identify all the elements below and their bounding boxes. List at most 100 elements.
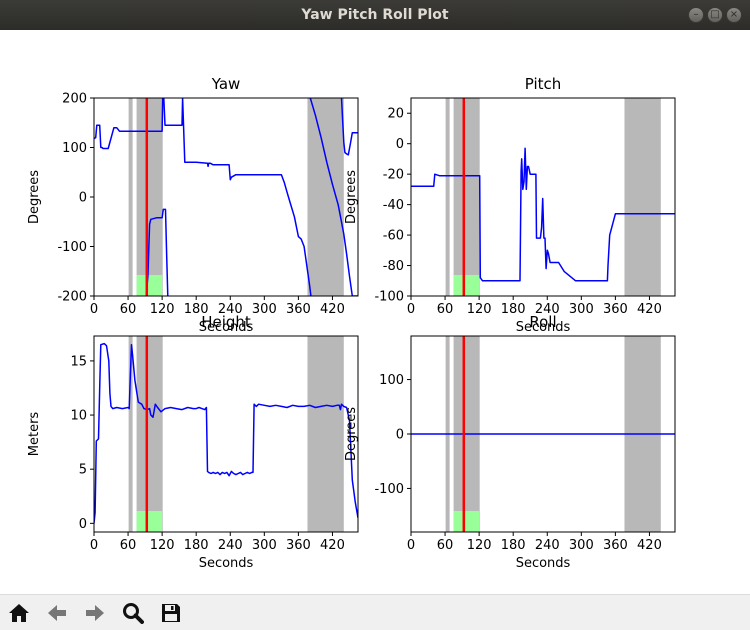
forward-button[interactable] <box>81 599 109 627</box>
roll-ytick-label: 0 <box>396 428 404 443</box>
pitch-xtick-label: 60 <box>437 302 454 317</box>
roll-xtick-label: 240 <box>535 538 560 553</box>
yaw-shaded-span-2 <box>307 98 344 296</box>
yaw-ytick-label: -200 <box>57 290 87 305</box>
yaw-ytick-label: -100 <box>57 240 87 255</box>
yaw-shaded-span-0 <box>128 98 133 296</box>
navigation-toolbar <box>0 594 750 630</box>
yaw-ytick-label: 100 <box>62 141 87 156</box>
height-series-line-0 <box>94 342 358 524</box>
pitch-ylabel: Degrees <box>344 170 359 224</box>
roll-xtick-label: 120 <box>467 538 492 553</box>
roll-ytick-label: 100 <box>379 373 404 388</box>
yaw-series-line-1 <box>145 208 169 296</box>
roll-plot-area <box>411 336 675 532</box>
save-button[interactable] <box>157 599 185 627</box>
yaw-shaded-span-1 <box>136 98 163 296</box>
back-arrow-icon <box>48 605 66 621</box>
home-icon <box>9 604 29 622</box>
pitch-ytick-label: 20 <box>387 107 404 122</box>
pitch-plot-area <box>411 98 675 296</box>
forward-arrow-icon <box>86 605 104 621</box>
yaw-xtick-label: 300 <box>252 302 277 317</box>
maximize-icon: □ <box>710 9 720 20</box>
pitch-axes-frame <box>410 97 676 297</box>
roll-xtick-label: 420 <box>637 538 662 553</box>
yaw-xtick-label: 360 <box>286 302 311 317</box>
height-xtick-label: 420 <box>320 538 345 553</box>
window-title: Yaw Pitch Roll Plot <box>301 7 449 23</box>
close-button[interactable]: × <box>726 7 742 23</box>
roll-xtick-label: 300 <box>569 538 594 553</box>
height-xtick-label: 60 <box>120 538 137 553</box>
yaw-xtick-label: 240 <box>218 302 243 317</box>
zoom-button[interactable] <box>119 599 147 627</box>
height-ytick-label: 5 <box>79 463 87 478</box>
pitch-shaded-span-0 <box>445 98 450 296</box>
minimize-icon: – <box>693 9 699 20</box>
yaw-plot-area <box>94 98 358 296</box>
yaw-ytick-label: 0 <box>79 191 87 206</box>
height-ytick-label: 15 <box>70 354 87 369</box>
pitch-xtick-label: 420 <box>637 302 662 317</box>
yaw-xtick-label: 60 <box>120 302 137 317</box>
height-ytick-label: 10 <box>70 409 87 424</box>
close-icon: × <box>729 9 739 20</box>
pitch-xtick-label: 0 <box>407 302 415 317</box>
yaw-highlight-span <box>136 275 163 296</box>
home-button[interactable] <box>5 599 33 627</box>
figure-canvas[interactable]: 0 60 120 180 240 300 360 420-200-1000100200YawS… <box>0 30 750 594</box>
yaw-ylabel: Degrees <box>27 170 42 224</box>
yaw-axes: 0 60 120 180 240 300 360 420 -200 -100 0 100 200 Yaw S… <box>27 75 359 335</box>
pitch-xtick-label: 180 <box>501 302 526 317</box>
roll-axes: 0 60 120 180 240 300 360 420-1000100RollSeconds… <box>344 313 676 571</box>
pitch-ytick-label: -80 <box>383 259 404 274</box>
height-title: Height <box>201 313 251 331</box>
minimize-button[interactable]: – <box>688 7 704 23</box>
height-axes: 0 60 120 180 240 300 360 420051015HeightSeconds… <box>27 313 359 571</box>
height-shaded-span-2 <box>307 336 344 532</box>
maximize-button[interactable]: □ <box>707 7 723 23</box>
roll-xtick-label: 0 <box>407 538 415 553</box>
window-titlebar[interactable]: – □ × Yaw Pitch Roll Plot <box>0 0 750 30</box>
roll-xtick-label: 180 <box>501 538 526 553</box>
roll-title: Roll <box>529 313 556 331</box>
yaw-series-line-2 <box>309 98 358 296</box>
roll-highlight-span <box>453 511 480 532</box>
height-xtick-label: 180 <box>184 538 209 553</box>
yaw-xtick-label: 120 <box>150 302 175 317</box>
back-button[interactable] <box>43 599 71 627</box>
pitch-shaded-span-2 <box>624 98 661 296</box>
pitch-highlight-span <box>453 275 480 296</box>
pitch-ytick-label: -60 <box>383 229 404 244</box>
roll-xtick-label: 360 <box>603 538 628 553</box>
yaw-xtick-label: 180 <box>184 302 209 317</box>
yaw-title: Yaw <box>211 75 241 93</box>
pitch-ytick-label: -40 <box>383 198 404 213</box>
yaw-series-line-3 <box>340 98 358 156</box>
pitch-xtick-label: 120 <box>467 302 492 317</box>
roll-xlabel: Seconds <box>516 556 571 571</box>
height-xtick-label: 120 <box>150 538 175 553</box>
yaw-ytick-label: 200 <box>62 92 87 107</box>
height-xtick-label: 240 <box>218 538 243 553</box>
pitch-xtick-label: 300 <box>569 302 594 317</box>
height-xtick-label: 360 <box>286 538 311 553</box>
height-axes-frame <box>93 335 359 533</box>
yaw-xlabel: Seconds <box>199 320 254 335</box>
pitch-title: Pitch <box>525 75 562 93</box>
height-shaded-span-1 <box>136 336 163 532</box>
height-highlight-span <box>136 511 163 532</box>
roll-ylabel: Degrees <box>344 407 359 461</box>
pitch-xtick-label: 240 <box>535 302 560 317</box>
height-xlabel: Seconds <box>199 556 254 571</box>
height-ylabel: Meters <box>27 412 42 457</box>
height-ytick-label: 0 <box>79 517 87 532</box>
pitch-xtick-label: 360 <box>603 302 628 317</box>
pitch-axes: 0 60 120 180 240 300 360 420 -100 -80 -60 -40 -20 0 20… <box>344 75 676 335</box>
pitch-ytick-label: -100 <box>374 290 404 305</box>
pitch-xlabel: Seconds <box>516 320 571 335</box>
roll-xtick-label: 60 <box>437 538 454 553</box>
yaw-xtick-label: 0 <box>90 302 98 317</box>
save-floppy-icon <box>162 604 180 622</box>
